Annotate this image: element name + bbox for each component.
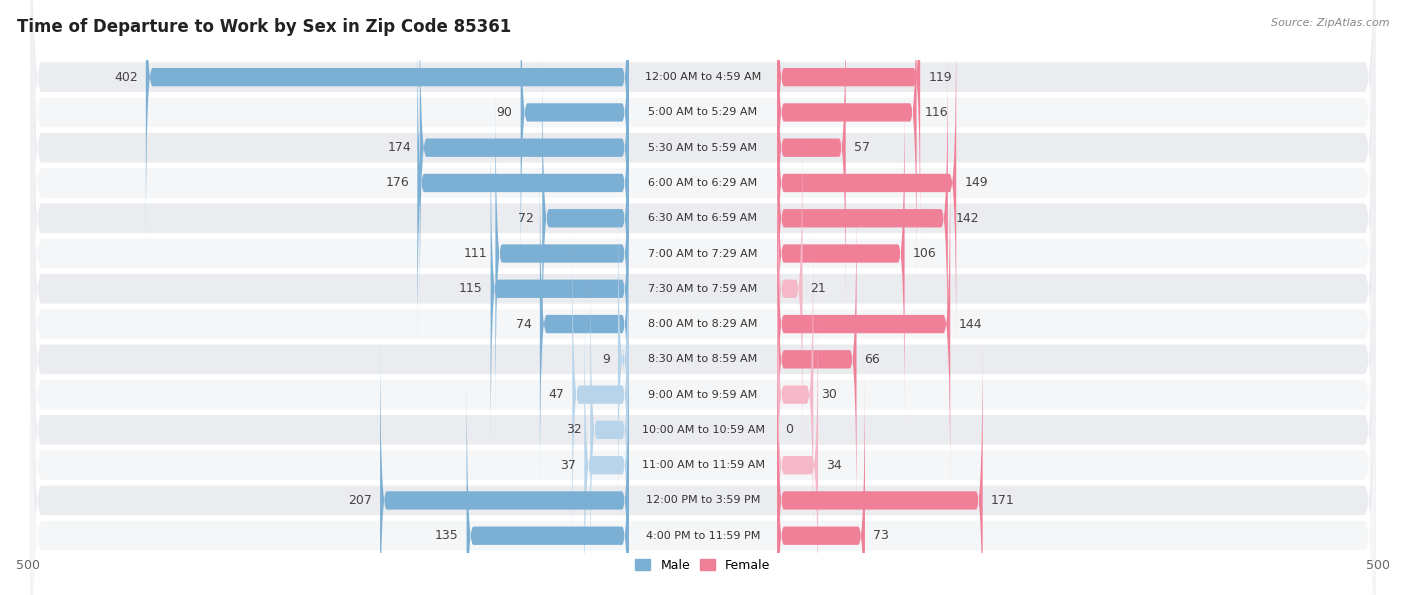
Text: 10:00 AM to 10:59 AM: 10:00 AM to 10:59 AM [641,425,765,435]
Text: 90: 90 [496,106,513,119]
Text: 176: 176 [385,177,409,189]
Text: 12:00 AM to 4:59 AM: 12:00 AM to 4:59 AM [645,72,761,82]
Text: 6:30 AM to 6:59 AM: 6:30 AM to 6:59 AM [648,213,758,223]
FancyBboxPatch shape [31,233,1375,595]
FancyBboxPatch shape [146,0,628,245]
Text: 111: 111 [464,247,488,260]
Legend: Male, Female: Male, Female [630,554,776,577]
Text: 142: 142 [956,212,980,225]
Text: Source: ZipAtlas.com: Source: ZipAtlas.com [1271,18,1389,28]
FancyBboxPatch shape [31,92,1375,595]
FancyBboxPatch shape [495,86,628,421]
FancyBboxPatch shape [778,298,818,595]
Text: 12:00 PM to 3:59 PM: 12:00 PM to 3:59 PM [645,496,761,505]
FancyBboxPatch shape [491,121,628,456]
FancyBboxPatch shape [31,0,1375,380]
Text: 34: 34 [827,459,842,472]
FancyBboxPatch shape [778,0,846,315]
FancyBboxPatch shape [31,198,1375,595]
FancyBboxPatch shape [778,121,803,456]
Text: 21: 21 [811,282,827,295]
Text: 174: 174 [388,141,412,154]
Text: 402: 402 [114,71,138,84]
Text: 57: 57 [853,141,870,154]
Text: 6:00 AM to 6:29 AM: 6:00 AM to 6:29 AM [648,178,758,188]
FancyBboxPatch shape [778,227,813,562]
FancyBboxPatch shape [31,0,1375,450]
FancyBboxPatch shape [31,0,1375,415]
Text: 11:00 AM to 11:59 AM: 11:00 AM to 11:59 AM [641,460,765,470]
Text: 5:30 AM to 5:59 AM: 5:30 AM to 5:59 AM [648,143,758,153]
Text: 32: 32 [567,424,582,436]
FancyBboxPatch shape [31,162,1375,595]
Text: 115: 115 [458,282,482,295]
FancyBboxPatch shape [778,51,948,386]
FancyBboxPatch shape [778,86,904,421]
Text: 30: 30 [821,388,837,401]
Text: 5:00 AM to 5:29 AM: 5:00 AM to 5:29 AM [648,108,758,117]
Text: 73: 73 [873,529,889,542]
FancyBboxPatch shape [31,268,1375,595]
FancyBboxPatch shape [585,298,628,595]
Text: 207: 207 [349,494,373,507]
FancyBboxPatch shape [31,127,1375,595]
FancyBboxPatch shape [520,0,628,280]
Text: 7:00 AM to 7:29 AM: 7:00 AM to 7:29 AM [648,249,758,258]
FancyBboxPatch shape [31,0,1375,521]
Text: 9:00 AM to 9:59 AM: 9:00 AM to 9:59 AM [648,390,758,400]
Text: 47: 47 [548,388,564,401]
FancyBboxPatch shape [778,368,865,595]
Text: 72: 72 [519,212,534,225]
FancyBboxPatch shape [778,0,917,280]
Text: Time of Departure to Work by Sex in Zip Code 85361: Time of Departure to Work by Sex in Zip … [17,18,512,36]
FancyBboxPatch shape [572,227,628,562]
FancyBboxPatch shape [591,262,628,595]
Text: 135: 135 [434,529,458,542]
FancyBboxPatch shape [31,57,1375,591]
FancyBboxPatch shape [31,0,1375,486]
FancyBboxPatch shape [778,333,983,595]
Text: 0: 0 [786,424,793,436]
Text: 171: 171 [991,494,1015,507]
FancyBboxPatch shape [380,333,628,595]
FancyBboxPatch shape [31,0,1375,345]
Text: 7:30 AM to 7:59 AM: 7:30 AM to 7:59 AM [648,284,758,294]
FancyBboxPatch shape [778,0,920,245]
FancyBboxPatch shape [778,157,950,491]
Text: 4:00 PM to 11:59 PM: 4:00 PM to 11:59 PM [645,531,761,541]
FancyBboxPatch shape [420,0,628,315]
Text: 37: 37 [561,459,576,472]
FancyBboxPatch shape [467,368,628,595]
Text: 66: 66 [865,353,880,366]
Text: 119: 119 [928,71,952,84]
FancyBboxPatch shape [619,192,628,527]
FancyBboxPatch shape [778,192,856,527]
Text: 8:30 AM to 8:59 AM: 8:30 AM to 8:59 AM [648,355,758,364]
FancyBboxPatch shape [540,157,628,491]
Text: 116: 116 [925,106,948,119]
FancyBboxPatch shape [778,15,956,350]
Text: 74: 74 [516,318,531,331]
Text: 8:00 AM to 8:29 AM: 8:00 AM to 8:29 AM [648,319,758,329]
FancyBboxPatch shape [31,21,1375,556]
Text: 106: 106 [912,247,936,260]
FancyBboxPatch shape [418,15,628,350]
Text: 149: 149 [965,177,988,189]
Text: 144: 144 [959,318,981,331]
Text: 9: 9 [602,353,610,366]
FancyBboxPatch shape [543,51,628,386]
